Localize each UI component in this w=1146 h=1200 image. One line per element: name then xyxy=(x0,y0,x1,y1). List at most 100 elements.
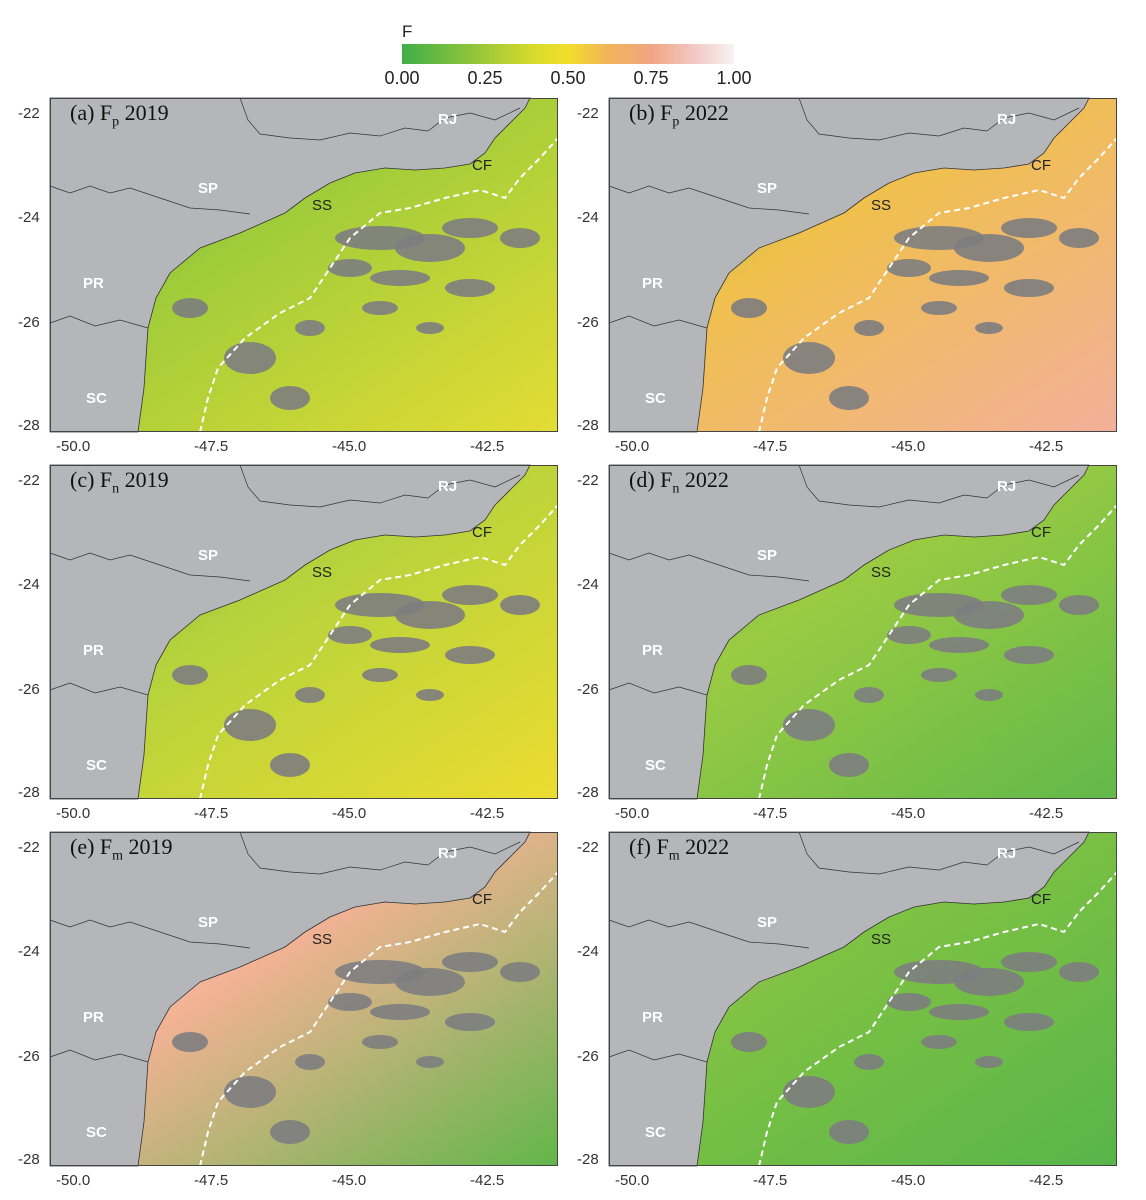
x-tick-label: -47.5 xyxy=(194,805,229,822)
cloud-patch xyxy=(783,342,835,374)
region-label: CF xyxy=(1031,157,1051,174)
panel-title-year: 2019 xyxy=(123,834,173,859)
x-tick-label: -42.5 xyxy=(470,805,505,822)
state-border xyxy=(798,831,988,875)
cloud-patch xyxy=(1004,279,1054,297)
cloud-patch xyxy=(1001,218,1057,238)
shelf-break-line xyxy=(758,137,1118,433)
map-canvas: SP PR SC RJ SS CF xyxy=(608,831,1118,1167)
cloud-patch xyxy=(328,626,372,644)
cloud-patch xyxy=(954,601,1024,629)
region-label: RJ xyxy=(997,478,1016,495)
state-border xyxy=(608,919,810,949)
cloud-patch xyxy=(731,298,767,318)
region-label: RJ xyxy=(997,845,1016,862)
region-label: SC xyxy=(86,1124,107,1141)
y-tick-label: -26 xyxy=(18,681,40,698)
x-tick-label: -42.5 xyxy=(1029,1172,1064,1189)
state-border xyxy=(986,841,1080,866)
cloud-patch xyxy=(1059,595,1099,615)
land-mass xyxy=(608,464,1090,800)
region-label: SP xyxy=(757,547,777,564)
panel-title-year: 2022 xyxy=(679,100,729,125)
map-canvas: SP PR SC RJ SS CF xyxy=(608,464,1118,800)
x-tick-label: -47.5 xyxy=(753,805,788,822)
panel-title-subscript: p xyxy=(672,114,680,130)
x-tick-label: -42.5 xyxy=(1029,805,1064,822)
panel-title-year: 2022 xyxy=(679,467,729,492)
map-canvas: SP PR SC RJ SS CF xyxy=(49,464,559,800)
x-tick-label: -50.0 xyxy=(56,1172,91,1189)
cloud-patch xyxy=(270,386,310,410)
panel-title-subscript: m xyxy=(112,848,124,864)
panel-frame xyxy=(609,832,1117,1166)
state-border xyxy=(798,464,988,508)
region-label: SS xyxy=(312,564,332,581)
region-label: SS xyxy=(871,564,891,581)
cloud-patch xyxy=(172,298,208,318)
state-border xyxy=(608,1049,708,1063)
map-canvas: SP PR SC RJ SS CF xyxy=(49,97,559,433)
cloud-patch xyxy=(854,320,884,336)
cloud-patch xyxy=(887,259,931,277)
map-canvas: SP PR SC RJ SS CF xyxy=(608,97,1118,433)
panel-title-year: 2019 xyxy=(119,100,169,125)
cloud-patch xyxy=(854,687,884,703)
state-border xyxy=(427,841,521,866)
cloud-patch xyxy=(929,637,989,653)
cloud-patch xyxy=(442,952,498,972)
state-border xyxy=(608,552,810,582)
map-panel: SP PR SC RJ SS CF (e) Fm 2019 xyxy=(49,831,559,1167)
cloud-patch xyxy=(370,1004,430,1020)
cloud-patch xyxy=(921,301,957,315)
y-tick-label: -26 xyxy=(18,314,40,331)
y-tick-label: -24 xyxy=(577,576,599,593)
colorbar-tick: 0.50 xyxy=(550,68,586,88)
state-border xyxy=(49,682,149,696)
region-label: SC xyxy=(86,390,107,407)
region-label: SC xyxy=(645,1124,666,1141)
panel-title-subscript: m xyxy=(668,848,680,864)
cloud-patch xyxy=(500,228,540,248)
state-border xyxy=(49,552,251,582)
state-border xyxy=(986,474,1080,499)
cloud-patch xyxy=(362,1035,398,1049)
state-border xyxy=(427,107,521,132)
cloud-patch xyxy=(1004,1013,1054,1031)
y-tick-label: -24 xyxy=(577,943,599,960)
cloud-patch xyxy=(442,218,498,238)
y-tick-label: -26 xyxy=(577,314,599,331)
x-tick-label: -50.0 xyxy=(56,438,91,455)
cloud-mask xyxy=(731,218,1099,410)
cloud-patch xyxy=(1004,646,1054,664)
x-tick-label: -47.5 xyxy=(753,1172,788,1189)
panel-frame xyxy=(50,98,558,432)
region-label: PR xyxy=(642,1009,663,1026)
panel-title: (b) Fp 2022 xyxy=(629,100,729,130)
x-tick-label: -50.0 xyxy=(615,438,650,455)
cloud-patch xyxy=(1059,228,1099,248)
map-panel: SP PR SC RJ SS CF (d) Fn 2022 xyxy=(608,464,1118,800)
cloud-patch xyxy=(416,322,444,334)
y-tick-label: -26 xyxy=(18,1048,40,1065)
region-label: SP xyxy=(757,914,777,931)
cloud-patch xyxy=(783,709,835,741)
x-tick-label: -45.0 xyxy=(891,1172,926,1189)
cloud-mask xyxy=(731,585,1099,777)
state-border xyxy=(49,315,149,329)
panel-title-main: (d) F xyxy=(629,467,673,492)
y-tick-label: -26 xyxy=(577,1048,599,1065)
cloud-patch xyxy=(1001,585,1057,605)
panel-title-subscript: n xyxy=(112,481,120,497)
cloud-patch xyxy=(783,1076,835,1108)
region-label: SP xyxy=(198,914,218,931)
map-panel: SP PR SC RJ SS CF (b) Fp 2022 xyxy=(608,97,1118,433)
land-mass xyxy=(49,97,531,433)
cloud-mask xyxy=(172,218,540,410)
panel-title-year: 2019 xyxy=(119,467,169,492)
y-tick-label: -22 xyxy=(577,839,599,856)
cloud-patch xyxy=(829,386,869,410)
panel-title-main: (c) F xyxy=(70,467,113,492)
x-tick-label: -50.0 xyxy=(56,805,91,822)
x-tick-label: -47.5 xyxy=(194,438,229,455)
